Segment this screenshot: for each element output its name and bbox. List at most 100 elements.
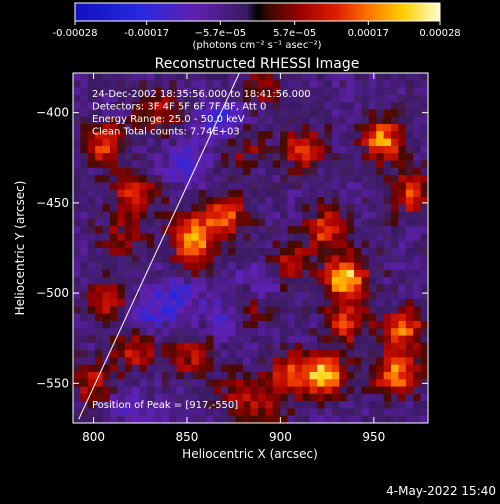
- heatmap-cell: [250, 408, 259, 417]
- heatmap-cell: [376, 299, 385, 307]
- heatmap-cell: [405, 386, 414, 395]
- heatmap-cell: [302, 226, 311, 235]
- heatmap-cell: [146, 328, 155, 337]
- heatmap-cell: [339, 116, 348, 125]
- heatmap-cell: [339, 73, 348, 81]
- heatmap-cell: [398, 408, 407, 417]
- heatmap-cell: [331, 138, 340, 147]
- heatmap-cell: [161, 291, 170, 300]
- heatmap-cell: [198, 211, 207, 220]
- heatmap-cell: [346, 269, 355, 278]
- heatmap-cell: [191, 196, 200, 205]
- heatmap-cell: [139, 109, 148, 118]
- heatmap-cell: [95, 313, 104, 322]
- heatmap-cell: [368, 80, 377, 89]
- heatmap-cell: [169, 364, 178, 373]
- heatmap-cell: [272, 415, 281, 423]
- heatmap-cell: [235, 364, 244, 373]
- heatmap-cell: [413, 182, 422, 191]
- heatmap-cell: [169, 291, 178, 300]
- heatmap-cell: [405, 401, 414, 410]
- heatmap-cell: [169, 153, 178, 162]
- heatmap-cell: [309, 357, 318, 366]
- heatmap-cell: [132, 269, 141, 278]
- heatmap-cell: [183, 386, 192, 395]
- heatmap-cell: [250, 204, 259, 213]
- heatmap-cell: [250, 401, 259, 410]
- heatmap-cell: [109, 233, 118, 242]
- heatmap-cell: [302, 269, 311, 278]
- heatmap-cell: [331, 379, 340, 388]
- heatmap-cell: [154, 335, 163, 344]
- heatmap-cell: [198, 386, 207, 395]
- heatmap-cell: [154, 167, 163, 176]
- heatmap-cell: [102, 313, 111, 322]
- heatmap-cell: [73, 269, 81, 278]
- heatmap-cell: [405, 145, 414, 154]
- heatmap-cell: [102, 233, 111, 242]
- heatmap-cell: [102, 350, 111, 358]
- heatmap-cell: [161, 306, 170, 315]
- heatmap-cell: [95, 415, 104, 423]
- heatmap-cell: [161, 102, 170, 111]
- heatmap-cell: [354, 277, 363, 286]
- heatmap-cell: [87, 218, 96, 227]
- heatmap-cell: [376, 138, 385, 147]
- heatmap-cell: [183, 109, 192, 118]
- heatmap-cell: [317, 248, 326, 256]
- heatmap-cell: [161, 145, 170, 154]
- heatmap-cell: [176, 175, 185, 183]
- heatmap-cell: [287, 189, 296, 198]
- heatmap-cell: [420, 87, 428, 96]
- heatmap-cell: [391, 320, 400, 329]
- heatmap-cell: [265, 255, 274, 264]
- heatmap-cell: [243, 131, 252, 140]
- heatmap-cell: [391, 87, 400, 96]
- heatmap-cell: [191, 371, 200, 380]
- heatmap-cell: [309, 306, 318, 315]
- heatmap-cell: [183, 80, 192, 89]
- heatmap-cell: [280, 138, 289, 147]
- heatmap-cell: [198, 167, 207, 176]
- heatmap-cell: [339, 313, 348, 322]
- heatmap-cell: [220, 269, 229, 278]
- heatmap-cell: [317, 131, 326, 140]
- heatmap-cell: [95, 182, 104, 191]
- heatmap-cell: [176, 393, 185, 402]
- heatmap-cell: [331, 328, 340, 337]
- heatmap-cell: [235, 204, 244, 213]
- heatmap-cell: [368, 269, 377, 278]
- heatmap-cell: [102, 255, 111, 264]
- heatmap-cell: [287, 284, 296, 293]
- heatmap-cell: [339, 401, 348, 410]
- heatmap-cell: [228, 313, 237, 322]
- heatmap-cell: [161, 342, 170, 351]
- heatmap-cell: [95, 233, 104, 242]
- heatmap-cell: [391, 269, 400, 278]
- heatmap-cell: [368, 335, 377, 344]
- heatmap-cell: [257, 73, 266, 81]
- heatmap-cell: [146, 80, 155, 89]
- heatmap-cell: [146, 386, 155, 395]
- heatmap-cell: [250, 167, 259, 176]
- heatmap-cell: [346, 109, 355, 118]
- heatmap-cell: [228, 269, 237, 278]
- heatmap-cell: [265, 269, 274, 278]
- heatmap-cell: [243, 371, 252, 380]
- heatmap-cell: [376, 269, 385, 278]
- heatmap-cell: [124, 94, 133, 103]
- heatmap-cell: [191, 320, 200, 329]
- heatmap-cell: [109, 357, 118, 366]
- heatmap-cell: [265, 393, 274, 402]
- heatmap-cell: [265, 408, 274, 417]
- heatmap-cell: [139, 124, 148, 132]
- heatmap-cell: [331, 299, 340, 307]
- heatmap-cell: [250, 299, 259, 307]
- heatmap-cell: [398, 109, 407, 118]
- heatmap-cell: [383, 87, 392, 96]
- heatmap-cell: [398, 211, 407, 220]
- heatmap-cell: [139, 277, 148, 286]
- heatmap-cell: [383, 415, 392, 423]
- heatmap-cell: [176, 94, 185, 103]
- heatmap-cell: [339, 182, 348, 191]
